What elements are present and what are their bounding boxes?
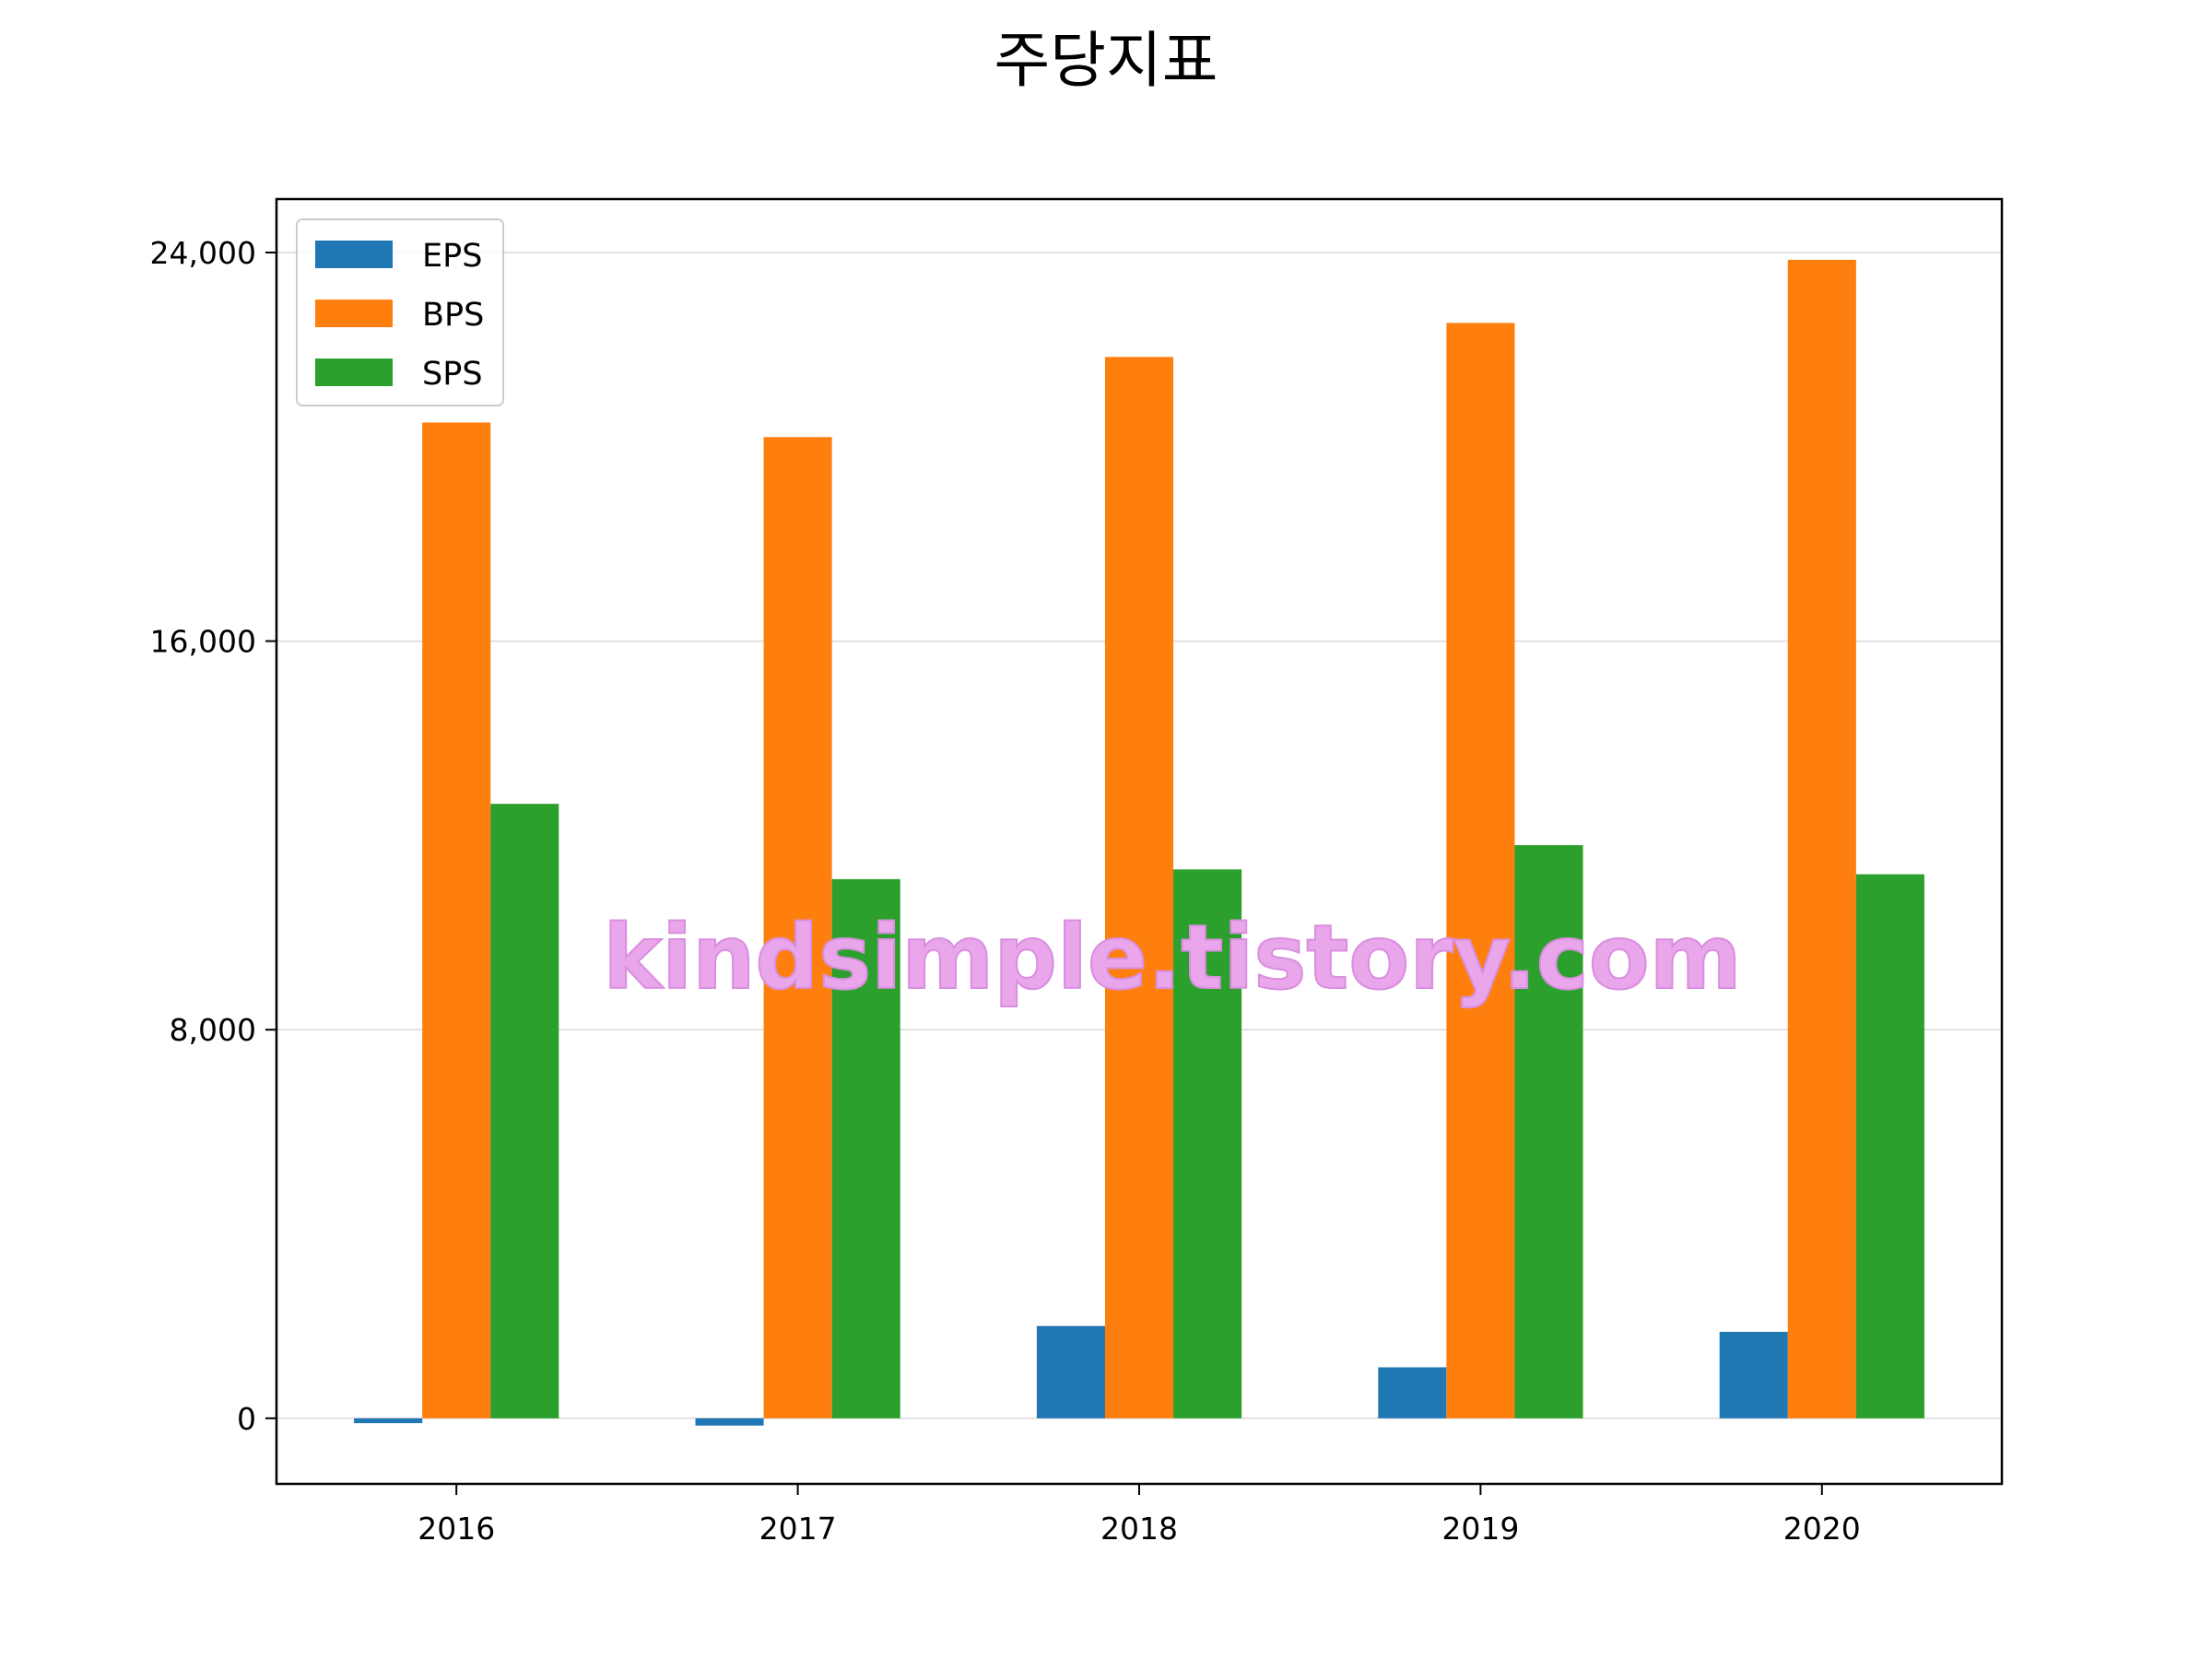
y-tick-label: 24,000	[150, 235, 256, 271]
bar-eps-2016	[354, 1418, 423, 1424]
chart-title: 주당지표	[994, 25, 1218, 96]
legend: EPS BPS SPS	[296, 218, 504, 406]
bar-eps-2019	[1378, 1367, 1447, 1418]
bar-sps-2018	[1173, 869, 1242, 1418]
bars-layer	[354, 259, 1924, 1426]
watermark-text: kindsimple.tistory.com	[603, 906, 1741, 1009]
legend-label-bps: BPS	[422, 297, 484, 334]
bar-bps-2016	[422, 422, 491, 1418]
legend-swatch-bps	[315, 300, 393, 327]
x-tick-label: 2018	[1100, 1511, 1178, 1547]
x-tick-label: 2017	[759, 1511, 837, 1547]
legend-swatch-sps	[315, 359, 393, 386]
y-tick-label: 16,000	[150, 624, 256, 660]
bar-eps-2017	[695, 1418, 764, 1426]
bar-bps-2018	[1104, 357, 1174, 1418]
legend-label-sps: SPS	[422, 356, 483, 393]
legend-label-eps: EPS	[422, 238, 482, 275]
y-tick-label: 8,000	[170, 1012, 256, 1048]
x-tick-label: 2016	[418, 1511, 495, 1547]
legend-entries: EPS BPS SPS	[315, 238, 484, 393]
bar-bps-2019	[1446, 323, 1515, 1418]
y-axis: 0 8,000 16,000 24,000	[150, 235, 276, 1437]
plot-area: 0 8,000 16,000 24,000 2016 2017 2018 2019 2020	[150, 197, 2004, 1547]
y-tick-label: 0	[237, 1401, 256, 1437]
x-axis: 2016 2017 2018 2019 2020	[418, 1484, 1861, 1547]
bar-sps-2020	[1855, 874, 1924, 1418]
bar-bps-2020	[1787, 259, 1856, 1418]
bar-eps-2018	[1036, 1325, 1105, 1418]
x-tick-label: 2020	[1783, 1511, 1861, 1547]
bar-bps-2017	[763, 437, 832, 1418]
bar-sps-2016	[490, 804, 559, 1418]
bar-sps-2017	[831, 878, 900, 1418]
legend-swatch-eps	[315, 241, 393, 268]
bar-eps-2020	[1719, 1332, 1788, 1418]
bar-sps-2019	[1514, 844, 1583, 1418]
x-tick-label: 2019	[1441, 1511, 1519, 1547]
